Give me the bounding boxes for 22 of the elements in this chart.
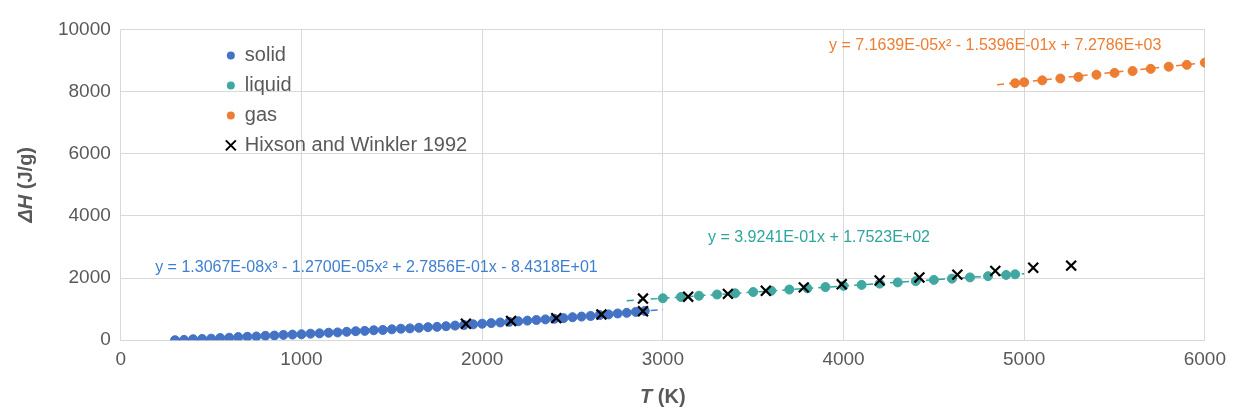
x-tick-label: 1000: [280, 347, 323, 369]
x-tick-label: 3000: [641, 347, 684, 369]
y-tick-label: 10000: [57, 17, 111, 39]
x-tick-label: 5000: [1003, 347, 1046, 369]
legend-label: Hixson and Winkler 1992: [244, 132, 468, 155]
annotation: y = 7.1639E-05x² - 1.5396E-01x + 7.2786E+03: [829, 35, 1162, 53]
y-tick-label: 6000: [68, 141, 111, 163]
x-axis-title: T (K): [640, 384, 686, 407]
legend-label: solid: [244, 42, 286, 65]
y-tick-label: 0: [100, 328, 111, 350]
x-tick-label: 0: [115, 347, 127, 369]
x-tick-label: 6000: [1183, 347, 1227, 369]
legend-label: liquid: [244, 72, 292, 95]
legend-label: gas: [244, 102, 278, 125]
annotation: y = 3.9241E-01x + 1.7523E+02: [708, 228, 931, 246]
y-tick-label: 4000: [68, 204, 111, 226]
y-axis-title: ΔH (J/g): [13, 146, 36, 224]
y-tick-label: 8000: [68, 79, 111, 101]
x-tick-label: 2000: [461, 347, 504, 369]
x-tick-label: 4000: [822, 347, 865, 369]
y-tick-label: 2000: [68, 266, 111, 288]
annotation: y = 1.3067E-08x³ - 1.2700E-05x² + 2.7856E-01x - 8.4318E+01: [155, 257, 598, 275]
